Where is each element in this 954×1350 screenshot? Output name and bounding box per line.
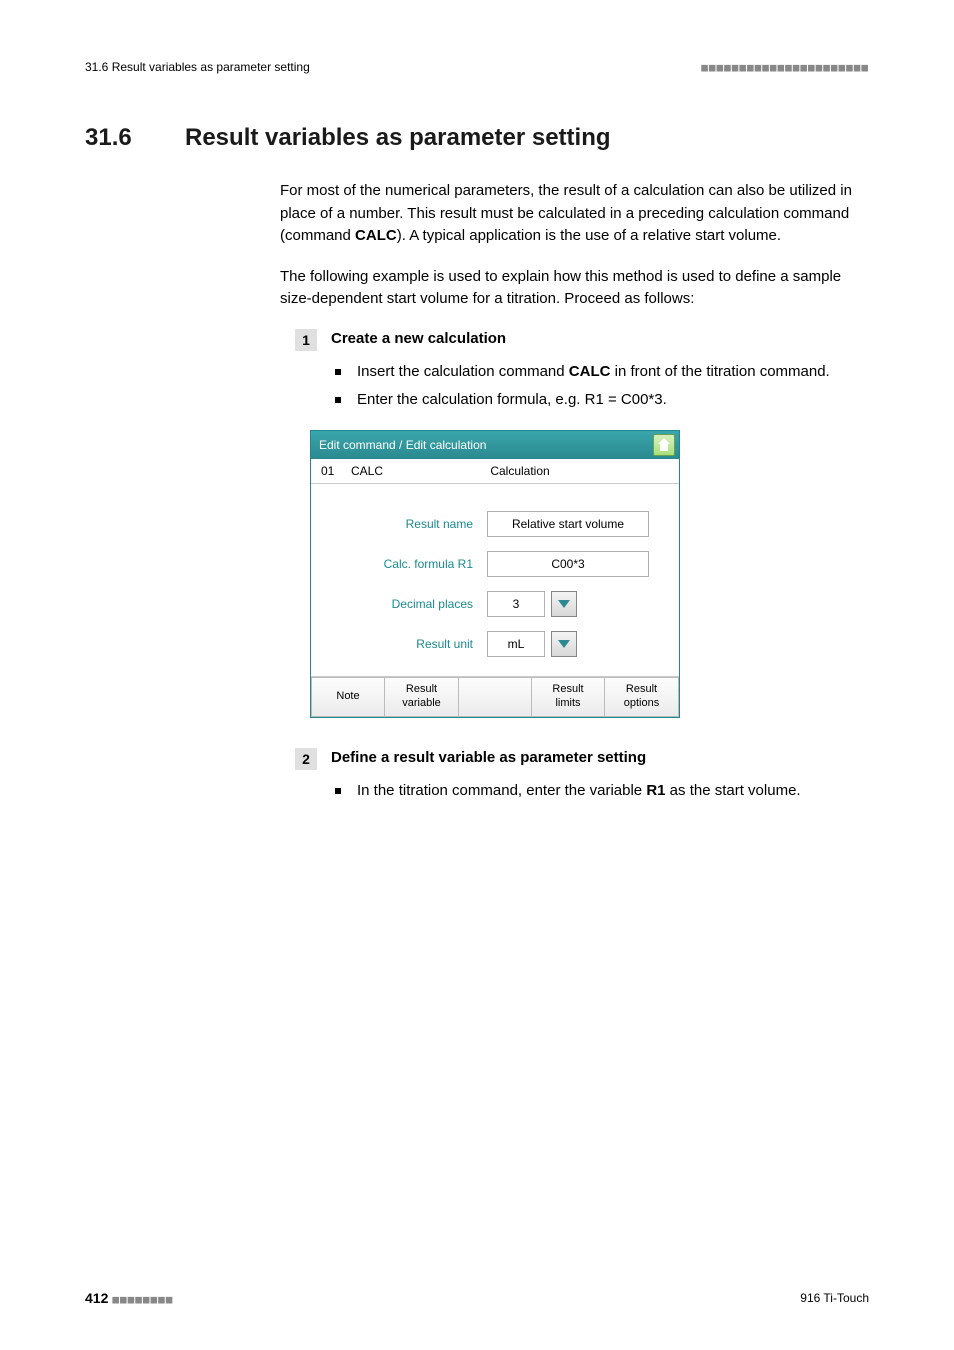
step-2-bullets: In the titration command, enter the vari… xyxy=(335,780,869,803)
section-title: Result variables as parameter setting xyxy=(185,124,611,151)
result-unit-dropdown[interactable] xyxy=(551,631,577,657)
intro-block: For most of the numerical parameters, th… xyxy=(280,180,869,311)
label-decimal-places: Decimal places xyxy=(327,597,487,611)
footer-product: 916 Ti-Touch xyxy=(800,1291,869,1305)
row-result-name: Result name Relative start volume xyxy=(327,504,663,544)
step-2-number: 2 xyxy=(295,748,317,770)
step-1-title: Create a new calculation xyxy=(331,329,506,351)
bullet-square-icon xyxy=(335,397,341,403)
field-calc-formula[interactable]: C00*3 xyxy=(487,551,649,577)
edit-calculation-dialog: Edit command / Edit calculation 01 CALC … xyxy=(310,430,680,718)
dialog-title: Edit command / Edit calculation xyxy=(319,438,486,452)
section-heading: 31.6Result variables as parameter settin… xyxy=(85,124,869,152)
home-icon[interactable] xyxy=(653,434,675,456)
row-result-unit: Result unit mL xyxy=(327,624,663,664)
row-decimal-places: Decimal places 3 xyxy=(327,584,663,624)
page-header: 31.6 Result variables as parameter setti… xyxy=(85,60,869,74)
header-dashes: ■■■■■■■■■■■■■■■■■■■■■■ xyxy=(701,61,869,74)
dialog-command-bar: 01 CALC Calculation xyxy=(311,459,679,484)
step-2-title: Define a result variable as parameter se… xyxy=(331,748,646,770)
step-2: 2 Define a result variable as parameter … xyxy=(295,748,869,770)
calc-keyword: CALC xyxy=(569,363,611,380)
note-button[interactable]: Note xyxy=(311,677,385,717)
calc-keyword: CALC xyxy=(355,227,397,244)
dialog-button-bar: Note Result variable Result limits Resul… xyxy=(311,676,679,717)
result-variable-button[interactable]: Result variable xyxy=(385,677,459,717)
chevron-down-icon xyxy=(558,600,570,608)
field-result-unit[interactable]: mL xyxy=(487,631,545,657)
intro-p1: For most of the numerical parameters, th… xyxy=(280,180,869,248)
section-number: 31.6 xyxy=(85,124,185,152)
step-1-bullet-2: Enter the calculation formula, e.g. R1 =… xyxy=(335,389,869,412)
dialog-titlebar: Edit command / Edit calculation xyxy=(311,431,679,459)
button-bar-spacer xyxy=(459,677,531,717)
decimal-places-dropdown[interactable] xyxy=(551,591,577,617)
command-name: CALC xyxy=(351,464,421,478)
bullet-square-icon xyxy=(335,369,341,375)
footer-page-number: 412■■■■■■■■ xyxy=(85,1290,173,1306)
step-2-bullet-1: In the titration command, enter the vari… xyxy=(335,780,869,803)
r1-keyword: R1 xyxy=(646,782,665,799)
field-decimal-places[interactable]: 3 xyxy=(487,591,545,617)
row-calc-formula: Calc. formula R1 C00*3 xyxy=(327,544,663,584)
dialog-form: Result name Relative start volume Calc. … xyxy=(311,484,679,676)
label-result-name: Result name xyxy=(327,517,487,531)
command-mode: Calculation xyxy=(421,464,679,478)
header-section-ref: 31.6 Result variables as parameter setti… xyxy=(85,60,310,74)
field-result-name[interactable]: Relative start volume xyxy=(487,511,649,537)
label-calc-formula: Calc. formula R1 xyxy=(327,557,487,571)
step-1: 1 Create a new calculation xyxy=(295,329,869,351)
chevron-down-icon xyxy=(558,640,570,648)
command-number: 01 xyxy=(311,464,351,478)
step-1-bullets: Insert the calculation command CALC in f… xyxy=(335,361,869,412)
step-1-bullet-1: Insert the calculation command CALC in f… xyxy=(335,361,869,384)
bullet-square-icon xyxy=(335,788,341,794)
label-result-unit: Result unit xyxy=(327,637,487,651)
page-footer: 412■■■■■■■■ 916 Ti-Touch xyxy=(85,1290,869,1306)
intro-p2: The following example is used to explain… xyxy=(280,266,869,311)
footer-dashes: ■■■■■■■■ xyxy=(112,1293,173,1306)
step-1-number: 1 xyxy=(295,329,317,351)
result-limits-button[interactable]: Result limits xyxy=(531,677,605,717)
result-options-button[interactable]: Result options xyxy=(605,677,679,717)
